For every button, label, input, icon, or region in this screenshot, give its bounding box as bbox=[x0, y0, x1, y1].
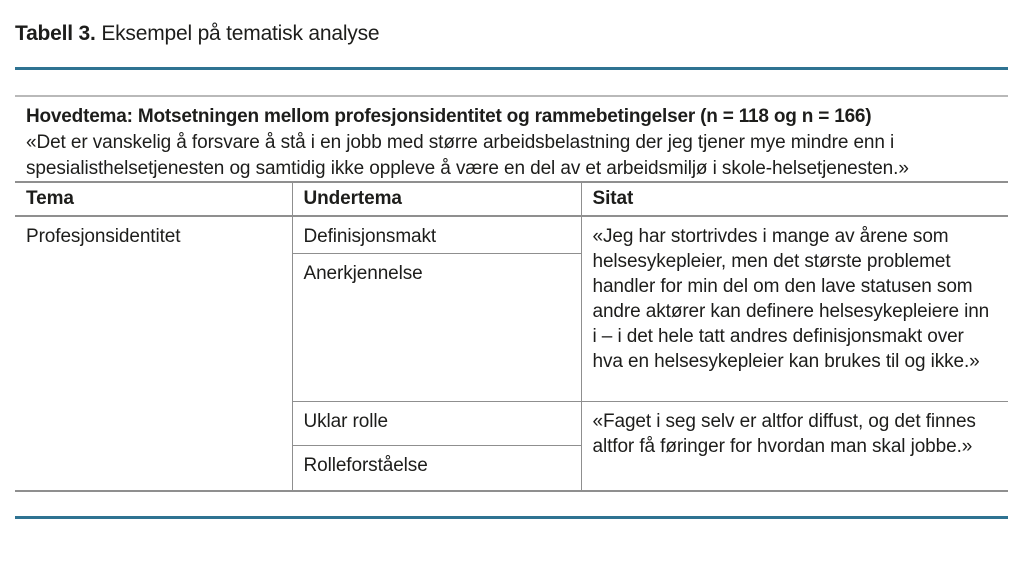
table-caption-label: Tabell 3. bbox=[15, 22, 96, 45]
table-row: Uklar rolle «Faget i seg selv er altfor … bbox=[15, 401, 1008, 491]
thematic-analysis-table: Tema Undertema Sitat Profesjonsidentitet… bbox=[15, 181, 1008, 492]
table-row: Rolleforståelse bbox=[15, 445, 1008, 491]
main-theme-quote: «Det er vanskelig å forsvare å stå i en … bbox=[26, 132, 909, 179]
undertema-cell-uklar-rolle: Uklar rolle bbox=[291, 401, 581, 446]
tema-column-header: Tema bbox=[15, 182, 292, 217]
bottom-accent-rule bbox=[15, 515, 1008, 519]
table-row: Profesjonsidentitet Definisjonsmakt «Jeg… bbox=[15, 216, 1008, 491]
table-top-rule bbox=[15, 95, 1008, 97]
table-header-row: Tema Undertema Sitat bbox=[15, 182, 1008, 217]
sitat-cell-2: «Faget i seg selv er altfor diffust, og … bbox=[580, 401, 1008, 491]
sitat-column-header: Sitat bbox=[580, 182, 1008, 217]
article-table-figure: Tabell 3. Eksempel på tematisk analyse H… bbox=[15, 0, 1008, 519]
table-row: Anerkjennelse bbox=[15, 253, 1008, 402]
undertema-cell-anerkjennelse: Anerkjennelse bbox=[291, 253, 581, 402]
sitat-cell-1: «Jeg har stortrivdes i mange av årene so… bbox=[580, 216, 1008, 402]
main-theme-section: Hovedtema: Motsetningen mellom profesjon… bbox=[15, 104, 1008, 181]
table-caption: Tabell 3. Eksempel på tematisk analyse bbox=[15, 0, 1008, 46]
undertema-cell-rolleforstaaelse: Rolleforståelse bbox=[291, 445, 581, 491]
undertema-column-header: Undertema bbox=[291, 182, 581, 217]
undertema-cell-definisjonsmakt: Definisjonsmakt bbox=[291, 216, 581, 254]
table-caption-text: Eksempel på tematisk analyse bbox=[101, 22, 380, 45]
tema-cell: Profesjonsidentitet bbox=[15, 216, 292, 491]
top-accent-rule bbox=[15, 67, 1008, 70]
main-theme-heading: Hovedtema: Motsetningen mellom profesjon… bbox=[26, 106, 872, 127]
